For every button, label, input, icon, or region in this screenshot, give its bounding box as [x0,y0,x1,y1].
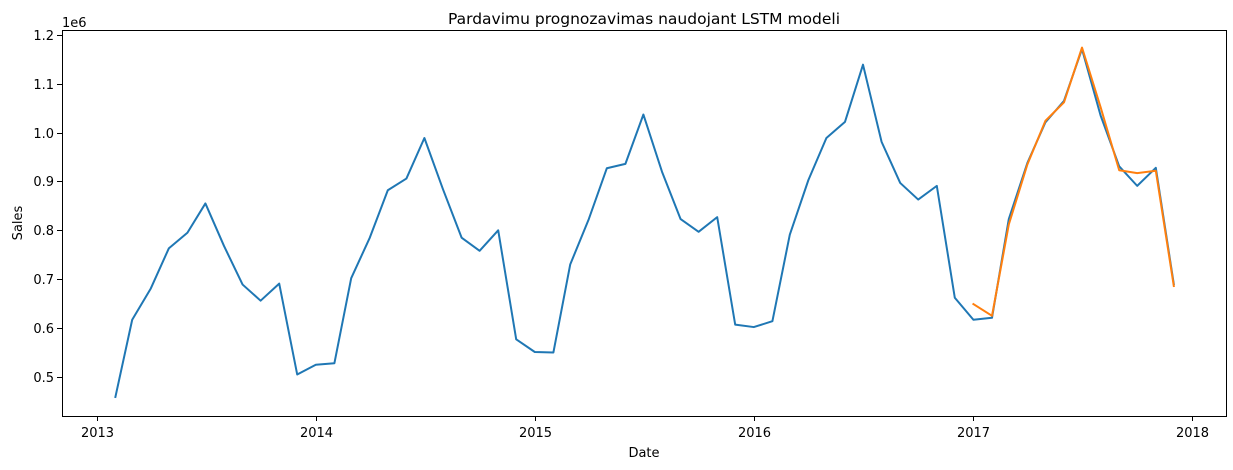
plot-area: 2013 2014 2015 2016 2017 2018 0.5 0.6 0.7 0.8 0.9 1… [33,29,1209,441]
y-tick-label: 0.8 [33,224,54,239]
x-tick-label: 2018 [1176,426,1209,441]
y-tick-label: 1.2 [33,29,54,44]
x-tick-label: 2015 [519,426,552,441]
y-tick-label: 0.5 [33,371,54,386]
x-axis-label: Date [628,446,659,461]
y-tick-label: 0.7 [33,273,54,288]
x-tick-label: 2013 [81,426,114,441]
y-tick-label: 1.1 [33,78,54,93]
y-tick-label: 1.0 [33,127,54,142]
chart-title: Pardavimu prognozavimas naudojant LSTM m… [448,10,840,28]
x-tick-label: 2017 [957,426,990,441]
series-line-2 [972,46,1175,317]
plot-frame [62,30,1227,417]
y-tick-label: 0.9 [33,175,54,190]
y-axis-label: Sales [11,205,26,240]
y-tick-label: 0.6 [33,322,54,337]
x-tick-label: 2016 [738,426,771,441]
y-offset-text: 1e6 [62,16,87,31]
x-tick-label: 2014 [300,426,333,441]
